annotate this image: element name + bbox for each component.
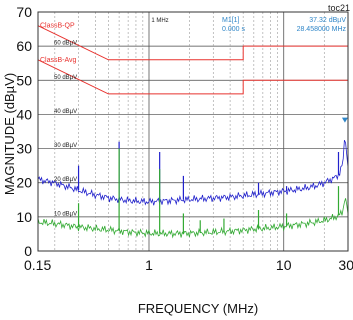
inner-level-label: 10 dBµV	[54, 211, 77, 217]
limit-line-0	[37, 25, 348, 61]
y-tick-label: 30	[16, 141, 32, 157]
y-tick-label: 50	[16, 72, 32, 88]
measurement-traces	[37, 117, 349, 239]
x-tick-label: 0.15	[24, 257, 51, 273]
x-tick-label: 30	[338, 257, 353, 273]
marker-level: 37.32 dBµV	[309, 17, 346, 24]
limit-label-classb-qp: ClassB-QP	[40, 23, 75, 30]
plot-frame	[37, 11, 349, 252]
marker-time: 0.000 s	[222, 26, 245, 33]
limit-line-1	[37, 59, 348, 95]
x-axis-title: FREQUENCY (MHz)	[138, 301, 258, 316]
y-axis-title: MAGNITUDE (dBµV)	[2, 73, 17, 195]
y-axis-ticks: 0 10 20 30 40 50 60 70	[16, 4, 32, 259]
y-tick-label: 20	[16, 175, 32, 191]
marker-name: M1[1]	[222, 17, 240, 24]
inner-level-label: 40 dBµV	[54, 109, 77, 115]
inner-labels: 60 dBµV 50 dBµV 40 dBµV 30 dBµV 20 dBµV 10 dB…	[54, 41, 77, 218]
y-tick-label: 60	[16, 38, 32, 54]
inner-level-label: 60 dBµV	[54, 41, 77, 47]
trace-line-0	[37, 139, 349, 206]
trace-line-1	[37, 198, 349, 239]
inner-level-label: 30 dBµV	[54, 143, 77, 149]
y-tick-label: 10	[16, 209, 32, 225]
x-tick-label: 1	[145, 257, 153, 273]
y-tick-label: 40	[16, 106, 32, 122]
limit-label-classb-avg: ClassB-Avg	[40, 57, 77, 64]
figure-label: toc21	[328, 3, 350, 13]
limit-lines	[37, 25, 348, 95]
x-tick-label: 10	[276, 257, 292, 273]
grid	[38, 12, 348, 251]
x-axis-ticks: 0.15 1 10 30	[24, 257, 353, 273]
inner-level-label: 50 dBµV	[54, 75, 77, 81]
inner-level-label: 20 dBµV	[54, 177, 77, 183]
y-tick-label: 70	[16, 4, 32, 20]
top-frequency-label: 1 MHz	[151, 18, 168, 24]
marker-frequency: 28.458000 MHz	[297, 26, 347, 33]
marker-symbol	[341, 117, 348, 123]
y-tick-label: 0	[24, 243, 32, 259]
